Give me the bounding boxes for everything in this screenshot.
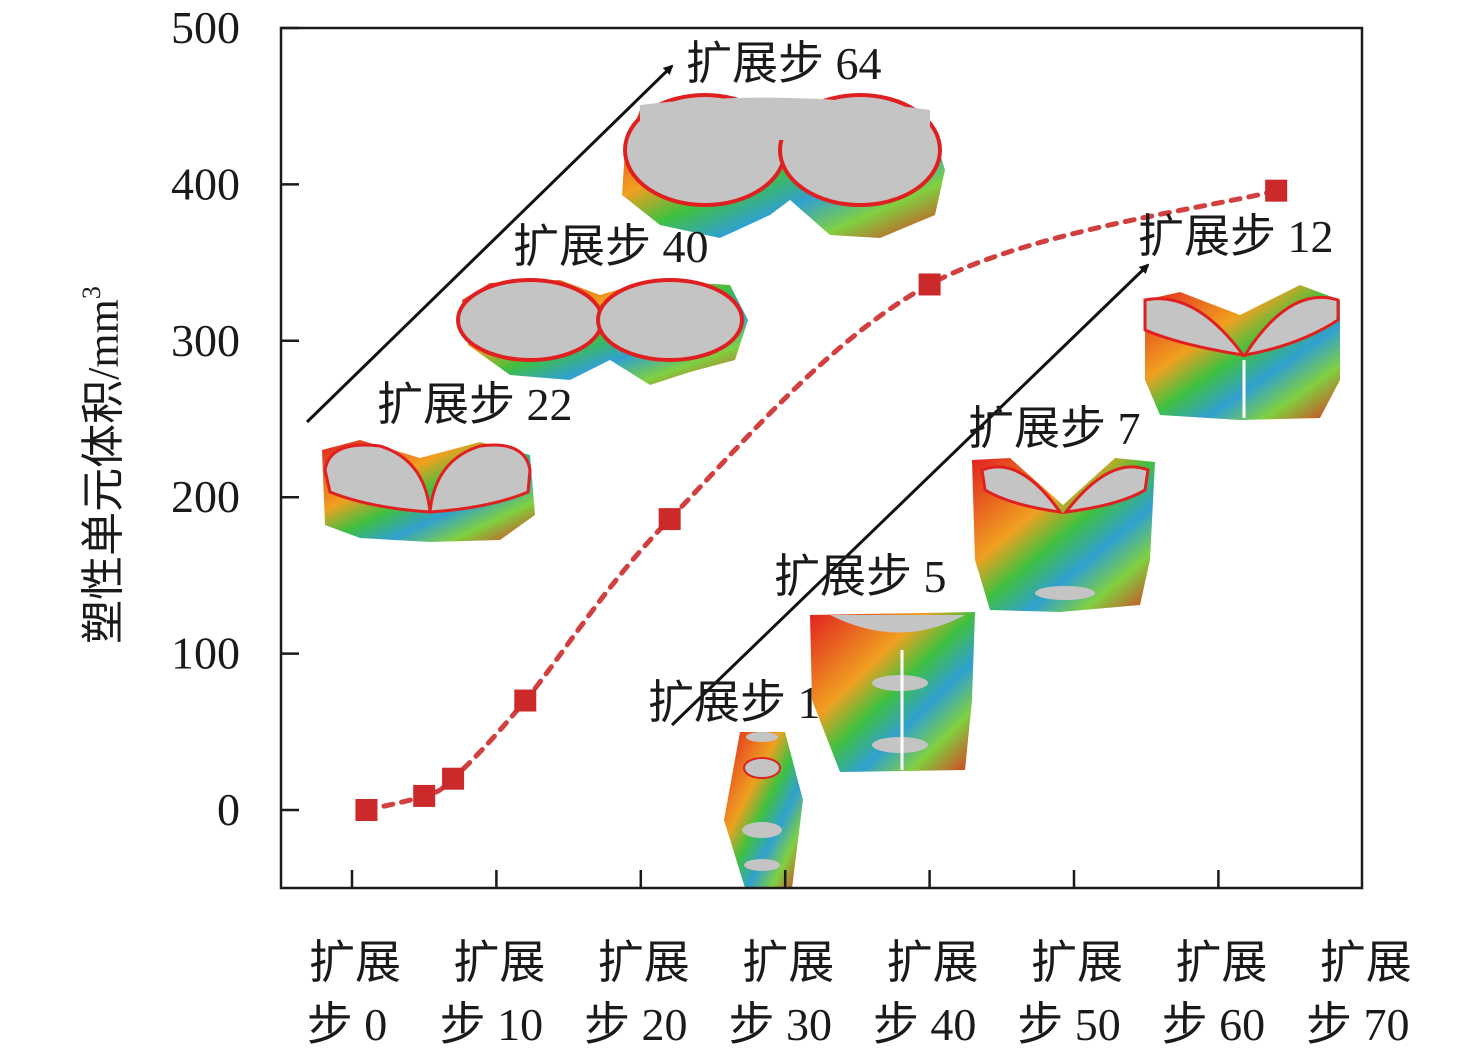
arrows — [305, 64, 1150, 727]
x-tick-label-line2: 步 0 — [307, 999, 388, 1050]
x-tick-label-line1: 扩展 — [598, 937, 690, 988]
fem-images — [322, 93, 1340, 888]
fem-image-step-22 — [322, 440, 535, 542]
data-point — [442, 767, 465, 790]
x-tick-label-line1: 扩展 — [1031, 937, 1123, 988]
annotation-step-7: 扩展步 7 — [968, 403, 1141, 454]
x-tick-label-line2: 步 30 — [728, 999, 832, 1050]
y-tick-label: 200 — [171, 471, 240, 522]
x-tick-label-line1: 扩展 — [1320, 937, 1412, 988]
data-point — [514, 689, 537, 712]
x-tick-label-line2: 步 20 — [584, 999, 688, 1050]
data-point — [658, 508, 681, 531]
annotation-step-64: 扩展步 64 — [686, 38, 882, 89]
x-tick-label-line1: 扩展 — [742, 937, 834, 988]
y-tick-label: 100 — [171, 628, 240, 679]
y-tick-label: 400 — [171, 158, 240, 209]
y-tick-label: 500 — [171, 2, 240, 53]
annotation-step-22: 扩展步 22 — [377, 379, 573, 430]
series-layer — [355, 179, 1288, 821]
plot-frame — [279, 26, 1364, 890]
data-point — [355, 799, 378, 821]
y-axis-label: 塑性单元体积/mm3 — [77, 286, 128, 644]
fem-image-step-12 — [1143, 285, 1340, 420]
series-line — [363, 188, 1279, 813]
annotation-step-40: 扩展步 40 — [513, 221, 709, 272]
fem-image-step-64 — [622, 93, 945, 238]
x-tick-label-line1: 扩展 — [1175, 937, 1267, 988]
annotation-step-5: 扩展步 5 — [774, 551, 947, 602]
x-tick-label-line2: 步 60 — [1162, 999, 1266, 1050]
data-point — [1265, 179, 1288, 202]
x-tick-label-line2: 步 40 — [873, 999, 977, 1050]
y-axis: 0 100 200 300 400 500 — [171, 2, 299, 835]
y-tick-label: 0 — [217, 784, 240, 835]
fem-image-step-40 — [456, 278, 748, 385]
x-tick-label-line1: 扩展 — [887, 937, 979, 988]
data-point — [413, 784, 436, 807]
arrow-upper — [305, 64, 674, 424]
y-tick-label: 300 — [171, 315, 240, 366]
x-tick-label-line1: 扩展 — [309, 937, 401, 988]
annotation-step-1: 扩展步 1 — [648, 677, 821, 728]
x-tick-label-line2: 步 70 — [1306, 999, 1410, 1050]
fem-image-step-1 — [724, 732, 803, 888]
arrow-lower — [670, 263, 1150, 727]
x-tick-label-line2: 步 10 — [440, 999, 544, 1050]
fem-image-step-5 — [810, 612, 975, 772]
x-tick-label-line1: 扩展 — [453, 937, 545, 988]
annotation-step-12: 扩展步 12 — [1138, 211, 1334, 262]
fem-image-step-7 — [972, 458, 1155, 612]
data-point — [918, 273, 941, 296]
x-tick-label-line2: 步 50 — [1017, 999, 1121, 1050]
annotations: 扩展步 1 扩展步 5 扩展步 7 扩展步 12 扩展步 22 扩展步 40 扩… — [377, 38, 1334, 728]
